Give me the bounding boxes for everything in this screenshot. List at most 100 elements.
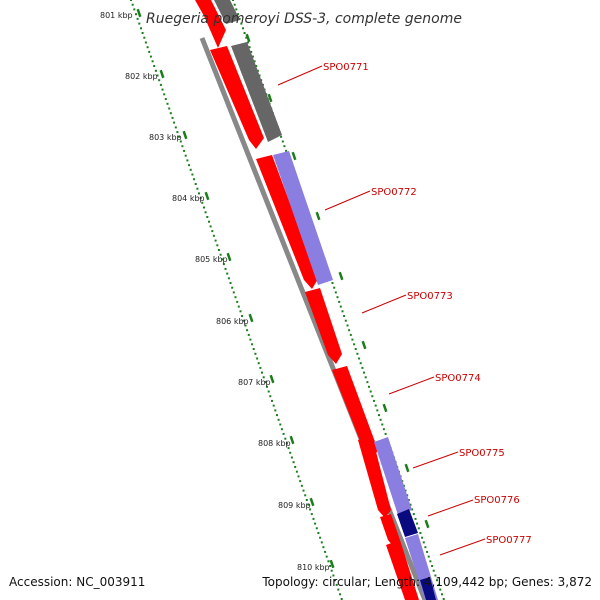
ruler-dot bbox=[198, 192, 200, 195]
ruler-dot bbox=[434, 574, 437, 577]
ruler-major-tick bbox=[289, 435, 295, 445]
ruler-dot bbox=[189, 168, 192, 171]
gene-label-spo0777[interactable]: SPO0777 bbox=[486, 535, 532, 546]
gene-spo0772-purple-block bbox=[273, 151, 333, 285]
ruler-dot bbox=[340, 598, 343, 600]
gene-label-spo0776[interactable]: SPO0776 bbox=[474, 495, 520, 506]
gene-spo0777-red-arrow bbox=[386, 540, 419, 600]
ruler-major-tick bbox=[182, 130, 188, 140]
ruler-dot bbox=[257, 362, 260, 365]
ruler-dot bbox=[204, 211, 207, 214]
ruler-dot bbox=[335, 583, 338, 586]
feature-block-top-red bbox=[195, 0, 226, 48]
ruler-dot bbox=[196, 187, 199, 190]
gene-label-spo0774[interactable]: SPO0774 bbox=[435, 373, 481, 384]
ruler-dot bbox=[379, 418, 382, 421]
ruler-dot bbox=[136, 17, 139, 20]
ruler-dot bbox=[211, 230, 214, 233]
ruler-dot bbox=[374, 404, 377, 407]
ruler-dot bbox=[208, 220, 210, 223]
ruler-dot bbox=[382, 428, 385, 431]
gene-spo0771-gray-block bbox=[231, 42, 282, 142]
ruler-dot bbox=[356, 352, 359, 355]
gene-spo0771-red-arrow bbox=[210, 46, 264, 149]
ruler-dot bbox=[361, 366, 364, 369]
ruler-dot bbox=[166, 102, 169, 105]
gene-spo0774-red-arrow bbox=[332, 366, 378, 460]
ruler-dot bbox=[378, 414, 380, 417]
ruler-dot bbox=[148, 50, 151, 53]
ruler-dot bbox=[292, 461, 295, 464]
ruler-major-tick bbox=[226, 252, 232, 262]
ruler-major-tick bbox=[424, 519, 430, 529]
ruler-dot bbox=[209, 225, 212, 228]
ruler-dot bbox=[337, 588, 340, 591]
ruler-dot bbox=[135, 13, 137, 16]
ruler-dot bbox=[338, 300, 341, 303]
ruler-dot bbox=[141, 32, 144, 34]
ruler-dot bbox=[368, 385, 370, 388]
ruler-dot bbox=[310, 513, 313, 516]
ruler-dot bbox=[168, 107, 171, 110]
ruler-dot bbox=[191, 173, 194, 176]
ruler-dot bbox=[304, 494, 307, 497]
ruler-dot bbox=[280, 428, 283, 431]
ruler-dot bbox=[343, 315, 346, 317]
ruler-dot bbox=[285, 442, 288, 445]
kbp-label: 803 kbp bbox=[149, 133, 182, 142]
ruler-dot bbox=[221, 258, 224, 261]
ruler-dot bbox=[179, 140, 182, 143]
ruler-dot bbox=[412, 513, 415, 516]
ruler-dot bbox=[219, 253, 222, 256]
ruler-major-tick bbox=[269, 374, 275, 384]
ruler-dot bbox=[381, 423, 384, 426]
ruler-dot bbox=[176, 131, 179, 134]
feature-track bbox=[195, 0, 438, 600]
kbp-label: 809 kbp bbox=[278, 501, 311, 510]
gene-label-spo0775[interactable]: SPO0775 bbox=[459, 448, 505, 459]
ruler-dot bbox=[297, 475, 300, 478]
ruler-dot bbox=[437, 583, 440, 586]
ruler-dot bbox=[330, 569, 333, 572]
ruler-dot bbox=[324, 550, 327, 553]
ruler-dot bbox=[240, 22, 243, 25]
ruler-dot bbox=[144, 41, 147, 44]
ruler-dot bbox=[216, 244, 219, 247]
ruler-dot bbox=[322, 546, 325, 549]
ruler-dot bbox=[422, 541, 425, 544]
ruler-dot bbox=[252, 348, 255, 350]
gene-label-spo0773[interactable]: SPO0773 bbox=[407, 291, 453, 302]
ruler-dot bbox=[250, 50, 253, 53]
ruler-dot bbox=[178, 135, 181, 138]
ruler-dot bbox=[348, 329, 351, 332]
ruler-dot bbox=[364, 376, 367, 379]
ruler-dot bbox=[366, 381, 369, 384]
ruler-dot bbox=[363, 371, 365, 374]
kbp-label: 806 kbp bbox=[216, 317, 249, 326]
gene-spo0776-red-arrow bbox=[380, 514, 400, 546]
ruler-dot bbox=[186, 159, 189, 162]
ruler-dot bbox=[317, 532, 320, 534]
gene-label-spo0772[interactable]: SPO0772 bbox=[371, 187, 417, 198]
kbp-labels: 801 kbp 802 kbp 803 kbp 804 kbp 805 kbp … bbox=[100, 11, 330, 572]
ruler-dot bbox=[159, 83, 162, 86]
ruler-dot bbox=[236, 300, 239, 303]
ruler-dot bbox=[171, 116, 174, 119]
ruler-dot bbox=[280, 135, 283, 138]
ruler-dot bbox=[371, 395, 374, 398]
ruler-dot bbox=[229, 282, 232, 284]
ruler-major-tick bbox=[245, 33, 251, 43]
gene-spo0777-darkblue-block bbox=[420, 577, 436, 600]
gene-label-spo0771[interactable]: SPO0771 bbox=[323, 62, 369, 73]
gene-labels: SPO0771 SPO0772 SPO0773 SPO0774 SPO0775 … bbox=[323, 62, 532, 546]
ruler-dot bbox=[153, 65, 156, 67]
gene-leader-lines bbox=[277, 65, 486, 556]
ruler-dot bbox=[140, 27, 142, 30]
ruler-dot bbox=[331, 282, 334, 284]
ruler-dot bbox=[344, 319, 347, 322]
ruler-dot bbox=[156, 74, 159, 77]
ruler-major-tick bbox=[329, 559, 335, 569]
ruler-dot bbox=[238, 17, 241, 20]
ruler-dot bbox=[247, 333, 250, 336]
ruler-dot bbox=[307, 503, 310, 506]
